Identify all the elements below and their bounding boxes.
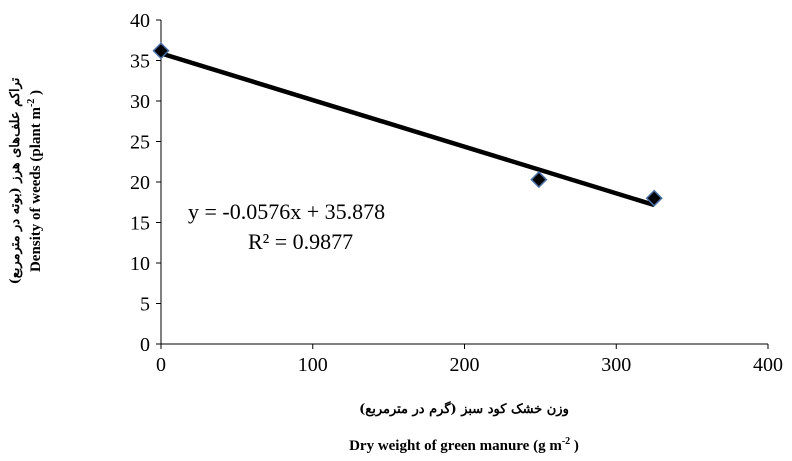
x-tick-label: 200	[450, 354, 480, 376]
data-point	[645, 189, 663, 207]
trendline-equation: y = -0.0576x + 35.878	[188, 199, 385, 224]
y-tick-label: 35	[130, 51, 150, 73]
x-tick-labels: 0 100 200 300 400	[156, 354, 783, 376]
y-tick-label: 5	[140, 294, 150, 316]
y-tick-label: 30	[130, 91, 150, 113]
data-points	[152, 42, 663, 207]
x-tick-label: 0	[156, 354, 166, 376]
r-squared-label: R² = 0.9877	[248, 229, 353, 254]
x-tick-label: 400	[753, 354, 783, 376]
y-tick-label: 25	[130, 132, 150, 154]
x-tick-label: 300	[601, 354, 631, 376]
y-tick-label: 40	[130, 10, 150, 32]
y-tick-label: 20	[130, 172, 150, 194]
data-point	[152, 42, 170, 60]
y-tick-label: 0	[140, 334, 150, 356]
x-axis-label-english: Dry weight of green manure (g m-2 )	[349, 436, 579, 454]
y-axis-label-english: Density of weeds (plant m-2 )	[26, 90, 44, 272]
trendline	[160, 51, 655, 208]
y-tick-labels: 0 5 10 15 20 25 30 35 40	[130, 10, 150, 356]
x-axis-label-persian: وزن خشک کود سبز (گرم در مترمربع)	[359, 400, 569, 417]
y-axis-label-persian: تراکم علف‌های هرز (بوته در مترمربع)	[8, 77, 23, 284]
x-tick-label: 100	[298, 354, 328, 376]
y-tick-label: 15	[130, 213, 150, 235]
axes	[156, 19, 769, 349]
data-point	[530, 171, 548, 189]
y-tick-label: 10	[130, 253, 150, 275]
